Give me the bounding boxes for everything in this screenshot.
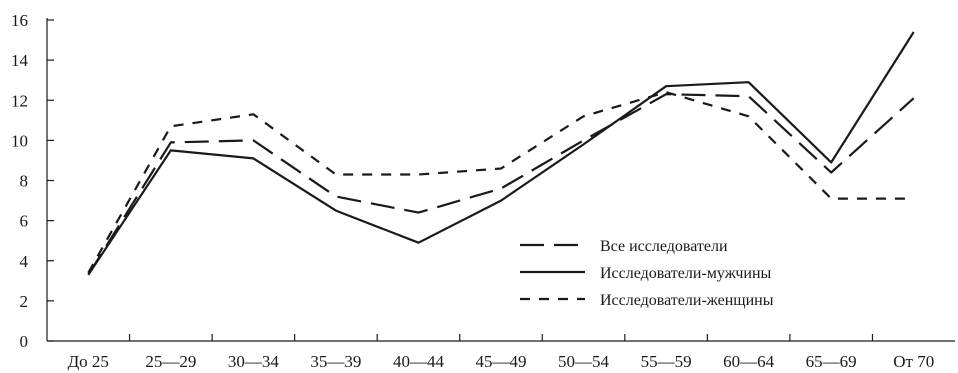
x-tick-label: 40—44 xyxy=(393,352,445,371)
x-tick-label: 45—49 xyxy=(476,352,527,371)
y-tick-label: 8 xyxy=(20,172,29,191)
series-lines xyxy=(87,31,915,276)
y-tick-label: 2 xyxy=(20,292,29,311)
x-tick-label: 25—29 xyxy=(145,352,196,371)
legend: Все исследователи Исследователи-мужчины Ис… xyxy=(520,238,774,309)
legend-label: Все исследователи xyxy=(600,238,728,255)
x-tick-label: 50—54 xyxy=(558,352,610,371)
y-tick-label: 6 xyxy=(20,212,29,231)
series-line-1 xyxy=(87,31,915,276)
y-tick-label: 10 xyxy=(11,131,28,150)
x-tick-label: До 25 xyxy=(68,352,109,371)
y-tick-label: 14 xyxy=(11,51,29,70)
legend-label: Исследователи-мужчины xyxy=(600,265,772,282)
x-tick-label: 30—34 xyxy=(228,352,280,371)
series-line-0 xyxy=(87,93,915,276)
x-tick-label: 65—69 xyxy=(806,352,857,371)
x-tick-label: От 70 xyxy=(893,352,934,371)
x-axis-ticks: До 25 25—29 30—34 35—39 40—44 45—49 50—54 55—59… xyxy=(68,334,934,371)
x-tick-label: 55—59 xyxy=(641,352,692,371)
series-line-2 xyxy=(87,91,914,274)
x-tick-label: 35—39 xyxy=(310,352,361,371)
legend-label: Исследователи-женщины xyxy=(600,292,774,309)
y-tick-label: 0 xyxy=(20,332,29,351)
y-tick-label: 12 xyxy=(11,91,28,110)
y-tick-label: 4 xyxy=(20,252,29,271)
y-axis-ticks: 0 2 4 6 8 10 12 14 16 xyxy=(11,11,54,351)
y-tick-label: 16 xyxy=(11,11,28,30)
x-tick-label: 60—64 xyxy=(723,352,775,371)
